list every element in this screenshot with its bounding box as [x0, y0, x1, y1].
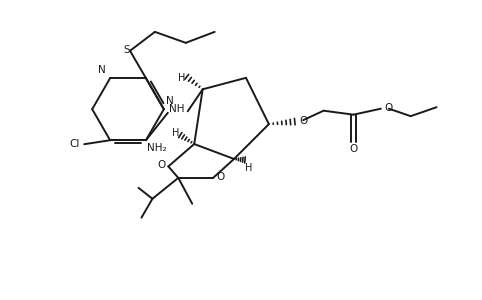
Text: S: S — [124, 45, 130, 55]
Text: O: O — [385, 103, 393, 113]
Text: O: O — [300, 116, 308, 126]
Text: NH₂: NH₂ — [147, 143, 167, 153]
Text: H: H — [178, 73, 186, 83]
Text: N: N — [166, 96, 174, 106]
Text: O: O — [349, 143, 358, 154]
Text: O: O — [216, 172, 224, 182]
Text: H: H — [245, 163, 253, 173]
Text: Cl: Cl — [69, 139, 80, 149]
Text: N: N — [98, 65, 106, 75]
Text: NH: NH — [169, 104, 185, 114]
Text: O: O — [157, 160, 165, 170]
Text: H: H — [172, 128, 179, 138]
